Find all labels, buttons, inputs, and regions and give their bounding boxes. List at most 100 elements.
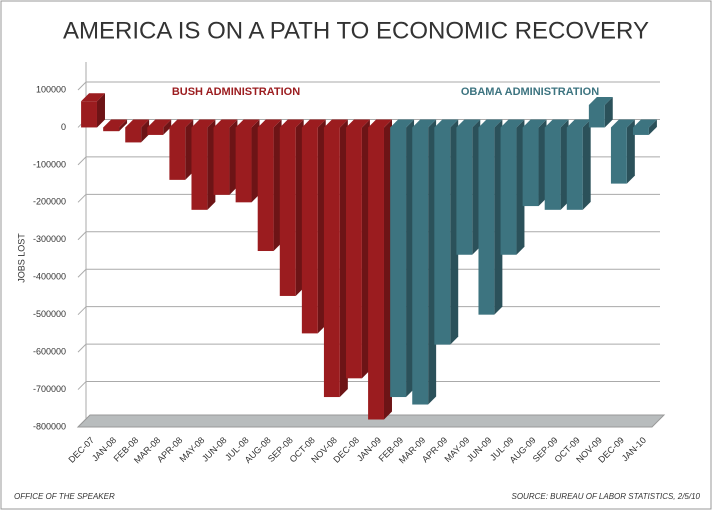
bar-side [273, 119, 282, 252]
bar-side [538, 119, 547, 207]
y-axis-label: JOBS LOST [16, 233, 26, 283]
bar [633, 127, 649, 135]
bar-side [383, 119, 392, 420]
bar [257, 127, 274, 252]
y-tick-label: 0 [61, 122, 66, 132]
bar-side [450, 119, 459, 345]
bar [323, 127, 340, 398]
bar [213, 127, 230, 195]
y-tick-label: 100000 [36, 84, 66, 94]
y-tick-label: -200000 [33, 197, 66, 207]
grid-line-edge [77, 156, 87, 166]
bar-top [544, 119, 569, 128]
series-label: OBAMA ADMINISTRATION [461, 86, 599, 98]
bar-side [516, 119, 525, 255]
bar-top [346, 119, 370, 128]
grid-line-edge [77, 193, 87, 203]
grid-line-edge [77, 231, 87, 241]
bar-top [147, 119, 172, 128]
bar-side [361, 119, 370, 379]
bar [478, 127, 495, 315]
bar-top [257, 119, 282, 128]
bar-side [163, 119, 172, 135]
bar [346, 127, 362, 379]
bar-top [522, 119, 547, 128]
bar [456, 127, 473, 255]
y-tick-label: -100000 [33, 159, 66, 169]
bar-top [412, 119, 437, 128]
bar-side [251, 119, 260, 203]
chart-title: AMERICA IS ON A PATH TO ECONOMIC RECOVER… [63, 17, 649, 44]
bar-top [81, 93, 105, 102]
bar-top [279, 119, 304, 128]
bar-side [626, 119, 635, 184]
y-tick-label: -400000 [33, 272, 66, 282]
bar-side [494, 119, 503, 315]
bar-top [103, 119, 128, 128]
y-tick-label: -300000 [33, 234, 66, 244]
y-tick-label: -600000 [33, 346, 66, 356]
bar-side [604, 96, 613, 128]
bar-top [434, 119, 459, 128]
bar-side [648, 119, 657, 135]
grid-line-edge [77, 268, 87, 278]
bar-top [478, 119, 503, 128]
bar-side [141, 119, 150, 143]
bar [434, 127, 451, 345]
grid-line-edge [77, 306, 87, 316]
bar [610, 127, 627, 184]
bar-side [317, 119, 326, 334]
floor [76, 414, 666, 428]
bar-side [339, 119, 348, 398]
bar-top [368, 119, 392, 128]
bar-top [566, 119, 591, 128]
bar-top [323, 119, 348, 128]
bar-top [235, 119, 260, 128]
bar-side [96, 93, 105, 128]
bar-top [456, 119, 481, 128]
bar-top [213, 119, 238, 128]
bar-top [301, 119, 326, 128]
bar-side [428, 119, 437, 405]
footer-right: SOURCE: BUREAU OF LABOR STATISTICS, 2/5/… [512, 492, 701, 501]
bar-top [633, 119, 657, 128]
y-tick-label: -800000 [33, 421, 66, 431]
series-label: BUSH ADMINISTRATION [172, 86, 300, 98]
bar-top [125, 119, 150, 128]
bar [81, 101, 97, 128]
bar [588, 104, 605, 128]
bar [301, 127, 318, 334]
bar-top [169, 119, 194, 128]
bar-side [119, 119, 128, 132]
y-tick-label: -500000 [33, 309, 66, 319]
bar-top [588, 96, 613, 105]
bar [522, 127, 539, 207]
bar-side [582, 119, 591, 210]
bar [169, 127, 186, 180]
grid-line-edge [77, 81, 87, 91]
grid-line-edge [77, 381, 87, 390]
bar [279, 127, 296, 296]
bar-top [390, 119, 415, 128]
bar-side [472, 119, 481, 255]
bar [103, 127, 120, 132]
bar-top [191, 119, 216, 128]
bar [566, 127, 583, 210]
bar-side [406, 119, 415, 398]
bar [125, 127, 142, 143]
bar-side [229, 119, 238, 195]
bar [500, 127, 517, 255]
grid-line-edge [77, 343, 87, 353]
bar-side [560, 119, 569, 210]
bar-side [207, 119, 216, 210]
bar [412, 127, 429, 405]
footer-left: OFFICE OF THE SPEAKER [14, 492, 115, 501]
bar-side [295, 119, 304, 296]
bar-top [500, 119, 525, 128]
bar [235, 127, 252, 203]
bar [147, 127, 164, 135]
bar-top [610, 119, 635, 128]
bar [368, 127, 384, 420]
bar [390, 127, 407, 398]
